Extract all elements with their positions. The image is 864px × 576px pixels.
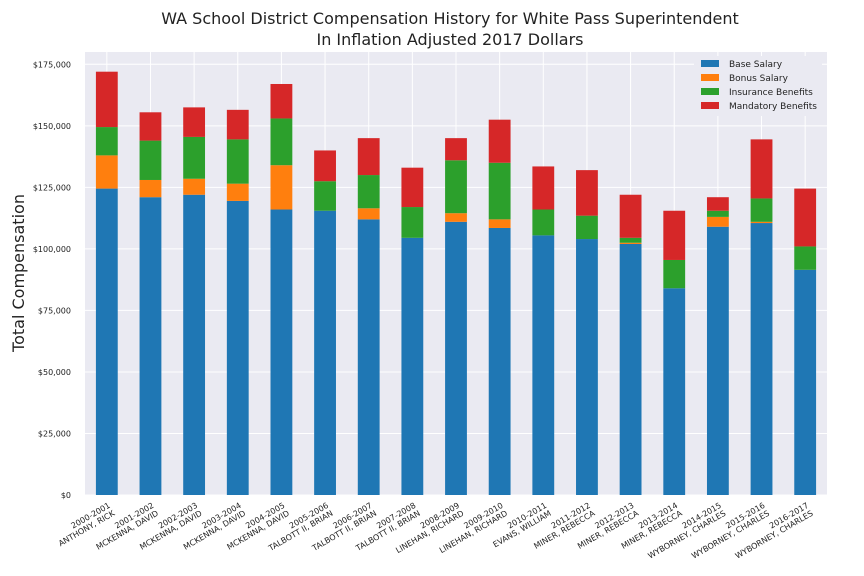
bar-segment-insurance-benefits	[314, 181, 336, 211]
bar-segment-base-salary	[576, 239, 598, 495]
bar-segment-insurance-benefits	[270, 118, 293, 166]
bar-segment-insurance-benefits	[663, 259, 686, 289]
bar-segment-base-salary	[401, 237, 424, 495]
bar-segment-insurance-benefits	[576, 215, 598, 240]
bar-segment-base-salary	[706, 226, 729, 495]
bar-segment-insurance-benefits	[95, 127, 118, 156]
y-tick-label: $75,000	[38, 306, 71, 315]
bar-segment-insurance-benefits	[401, 207, 424, 238]
y-tick-label: $50,000	[38, 368, 71, 377]
bar-segment-base-salary	[750, 223, 773, 495]
bar-segment-mandatory-benefits	[95, 71, 118, 128]
bar-segment-base-salary	[532, 235, 555, 495]
y-tick-label: $175,000	[33, 60, 71, 69]
bar-segment-insurance-benefits	[532, 209, 555, 236]
y-tick-label: $100,000	[33, 245, 71, 254]
bar-segment-mandatory-benefits	[270, 83, 293, 119]
y-tick-label: $125,000	[33, 183, 71, 192]
bar-segment-mandatory-benefits	[794, 188, 817, 247]
bar-segment-bonus-salary	[445, 213, 467, 222]
bar-segment-base-salary	[488, 227, 511, 495]
bar-segment-mandatory-benefits	[183, 107, 206, 137]
bar-segment-bonus-salary	[619, 242, 642, 244]
bar-segment-bonus-salary	[270, 165, 293, 210]
legend-label-mandatory-benefits: Mandatory Benefits	[729, 102, 817, 112]
bar-segment-base-salary	[183, 194, 206, 495]
y-axis-label: Total Compensation	[9, 194, 28, 353]
legend-swatch-bonus-salary	[701, 74, 719, 81]
bar-segment-insurance-benefits	[619, 237, 642, 243]
bar-segment-insurance-benefits	[183, 136, 206, 179]
bar-segment-mandatory-benefits	[488, 119, 511, 163]
legend-swatch-base-salary	[701, 60, 719, 67]
bar-segment-bonus-salary	[139, 179, 162, 198]
bar-segment-mandatory-benefits	[445, 138, 467, 161]
bar-segment-bonus-salary	[488, 219, 511, 228]
legend-swatch-mandatory-benefits	[701, 102, 719, 109]
bar-segment-mandatory-benefits	[314, 150, 336, 182]
bar-segment-mandatory-benefits	[619, 194, 642, 238]
bars	[95, 71, 817, 496]
bar-segment-mandatory-benefits	[357, 138, 380, 176]
y-axis-ticks: $0 $25,000 $50,000 $75,000 $100,000 $125,000 $…	[33, 60, 71, 500]
bar-segment-base-salary	[357, 219, 380, 495]
bar-segment-base-salary	[139, 197, 162, 495]
bar-segment-insurance-benefits	[226, 139, 249, 184]
legend-label-insurance-benefits: Insurance Benefits	[729, 88, 813, 98]
bar-segment-base-salary	[794, 269, 817, 495]
bar-segment-insurance-benefits	[488, 162, 511, 220]
bar-segment-bonus-salary	[95, 155, 118, 189]
bar-segment-bonus-salary	[183, 178, 206, 195]
bar-segment-insurance-benefits	[794, 246, 817, 270]
bar-segment-base-salary	[270, 209, 293, 495]
legend-label-base-salary: Base Salary	[729, 60, 783, 70]
bar-segment-bonus-salary	[750, 221, 773, 224]
bar-segment-mandatory-benefits	[576, 170, 598, 216]
bar-segment-insurance-benefits	[445, 160, 467, 214]
bar-segment-insurance-benefits	[139, 140, 162, 180]
bar-segment-mandatory-benefits	[706, 197, 729, 211]
bar-segment-insurance-benefits	[357, 175, 380, 209]
bar-segment-base-salary	[663, 288, 686, 495]
bar-segment-mandatory-benefits	[750, 139, 773, 199]
legend-label-bonus-salary: Bonus Salary	[729, 74, 789, 84]
bar-segment-mandatory-benefits	[226, 109, 249, 140]
bar-segment-base-salary	[95, 188, 118, 495]
y-tick-label: $25,000	[38, 429, 71, 438]
bar-segment-base-salary	[445, 221, 467, 496]
bar-segment-insurance-benefits	[706, 210, 729, 217]
x-axis-ticks: 2000-2001ANTHONY, RICK2001-2002MCKENNA, …	[57, 501, 815, 561]
bar-segment-mandatory-benefits	[401, 167, 424, 208]
bar-segment-bonus-salary	[357, 208, 380, 220]
legend: Base Salary Bonus Salary Insurance Benefit…	[694, 56, 822, 116]
bar-segment-insurance-benefits	[750, 198, 773, 222]
bar-segment-bonus-salary	[226, 183, 249, 201]
bar-segment-mandatory-benefits	[663, 210, 686, 260]
bar-segment-base-salary	[619, 243, 642, 495]
chart-subtitle: In Inflation Adjusted 2017 Dollars	[316, 30, 583, 49]
bar-segment-mandatory-benefits	[139, 112, 162, 141]
bar-segment-base-salary	[226, 200, 249, 495]
y-tick-label: $0	[61, 491, 71, 500]
bar-segment-mandatory-benefits	[532, 166, 555, 210]
bar-segment-bonus-salary	[706, 216, 729, 227]
y-tick-label: $150,000	[33, 122, 71, 131]
legend-swatch-insurance-benefits	[701, 88, 719, 95]
bar-segment-base-salary	[314, 210, 336, 495]
chart-title: WA School District Compensation History …	[161, 9, 739, 28]
